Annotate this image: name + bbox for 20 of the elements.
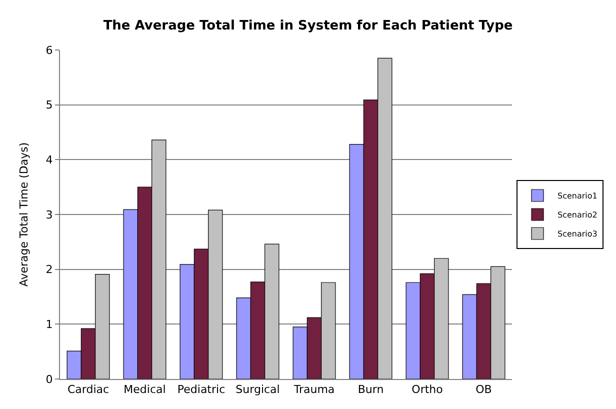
y-axis-title: Average Total Time (Days) (17, 142, 30, 287)
y-tick-label: 2 (46, 263, 53, 276)
chart-title: The Average Total Time in System for Each Patient Type (103, 18, 513, 34)
legend-label: Scenario3 (558, 230, 598, 239)
x-tick-label: Medical (124, 383, 166, 396)
legend-label: Scenario1 (558, 192, 598, 201)
x-tick-label: Surgical (236, 383, 280, 396)
x-tick-label: Trauma (292, 383, 335, 396)
x-tick-label: Pediatric (177, 383, 226, 396)
y-tick-label: 1 (46, 318, 53, 332)
y-tick-label: 0 (46, 372, 53, 386)
y-tick-label: 3 (46, 208, 53, 222)
x-tick-label: OB (476, 383, 492, 396)
x-tick-label: Burn (358, 383, 384, 396)
y-tick-label: 6 (46, 44, 53, 57)
legend-label: Scenario2 (558, 210, 598, 220)
y-tick-label: 5 (46, 98, 53, 112)
y-tick-label: 4 (46, 154, 53, 167)
x-tick-label: Cardiac (67, 383, 110, 396)
x-tick-label: Ortho (412, 383, 444, 396)
